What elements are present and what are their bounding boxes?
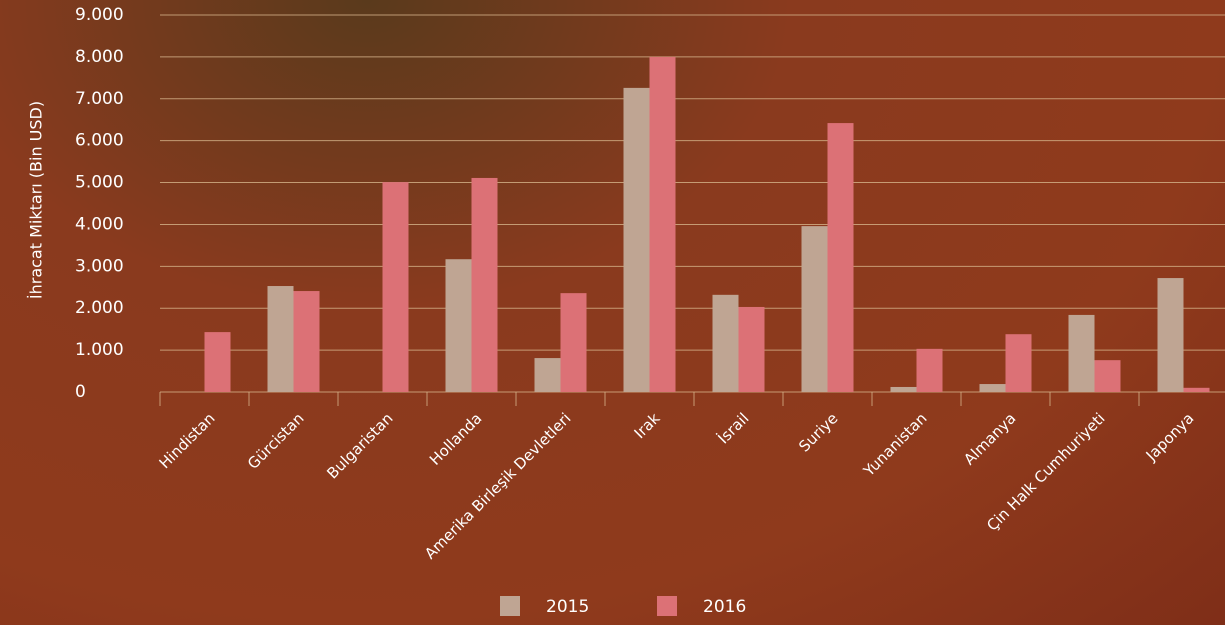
y-tick-label: 2.000 [75, 298, 124, 318]
bar [382, 182, 409, 392]
y-axis-label: İhracat Miktarı (Bin USD) [27, 101, 46, 299]
x-tick-label: Almanya [960, 409, 1019, 468]
bar [1094, 360, 1121, 392]
bar [827, 123, 854, 392]
legend-swatch [500, 596, 520, 616]
x-tick-label: Hollanda [426, 409, 486, 469]
x-tick-label: Hindistan [156, 409, 219, 472]
x-tick-label: Amerika Birleşik Devletleri [421, 409, 574, 562]
bar [712, 294, 739, 392]
bar [204, 332, 231, 392]
x-tick-label: Japonya [1142, 409, 1198, 465]
bar [267, 286, 294, 392]
legend-label: 2016 [703, 597, 746, 617]
x-tick-label: Irak [631, 409, 664, 442]
y-tick-label: 9.000 [75, 5, 124, 25]
y-tick-label: 3.000 [75, 256, 124, 276]
x-tick-label: Suriye [795, 409, 841, 455]
x-tick-label: Yunanistan [859, 409, 930, 480]
bar [738, 306, 765, 392]
bar [1157, 278, 1184, 392]
y-tick-label: 0 [75, 382, 86, 402]
bar [293, 291, 320, 392]
bar [1068, 314, 1095, 392]
legend-label: 2015 [546, 597, 589, 617]
bar [560, 293, 587, 392]
x-tick-label: İsrail [714, 409, 753, 448]
bar [979, 384, 1006, 392]
bar [623, 87, 650, 393]
legend-swatch [657, 596, 677, 616]
y-tick-label: 8.000 [75, 47, 124, 67]
x-tick-label: Bulgaristan [323, 409, 396, 482]
bar [649, 56, 676, 393]
bar [1183, 387, 1210, 392]
bar [890, 386, 917, 392]
bar [801, 226, 828, 392]
y-tick-label: 6.000 [75, 131, 124, 151]
bar [1005, 334, 1032, 392]
y-tick-label: 4.000 [75, 214, 124, 234]
bar [534, 358, 561, 392]
bar [471, 177, 498, 392]
y-tick-label: 7.000 [75, 89, 124, 109]
x-tick-label: Gürcistan [244, 409, 307, 472]
y-tick-label: 1.000 [75, 340, 124, 360]
bar [445, 259, 472, 392]
y-tick-label: 5.000 [75, 173, 124, 193]
bar [916, 348, 943, 392]
